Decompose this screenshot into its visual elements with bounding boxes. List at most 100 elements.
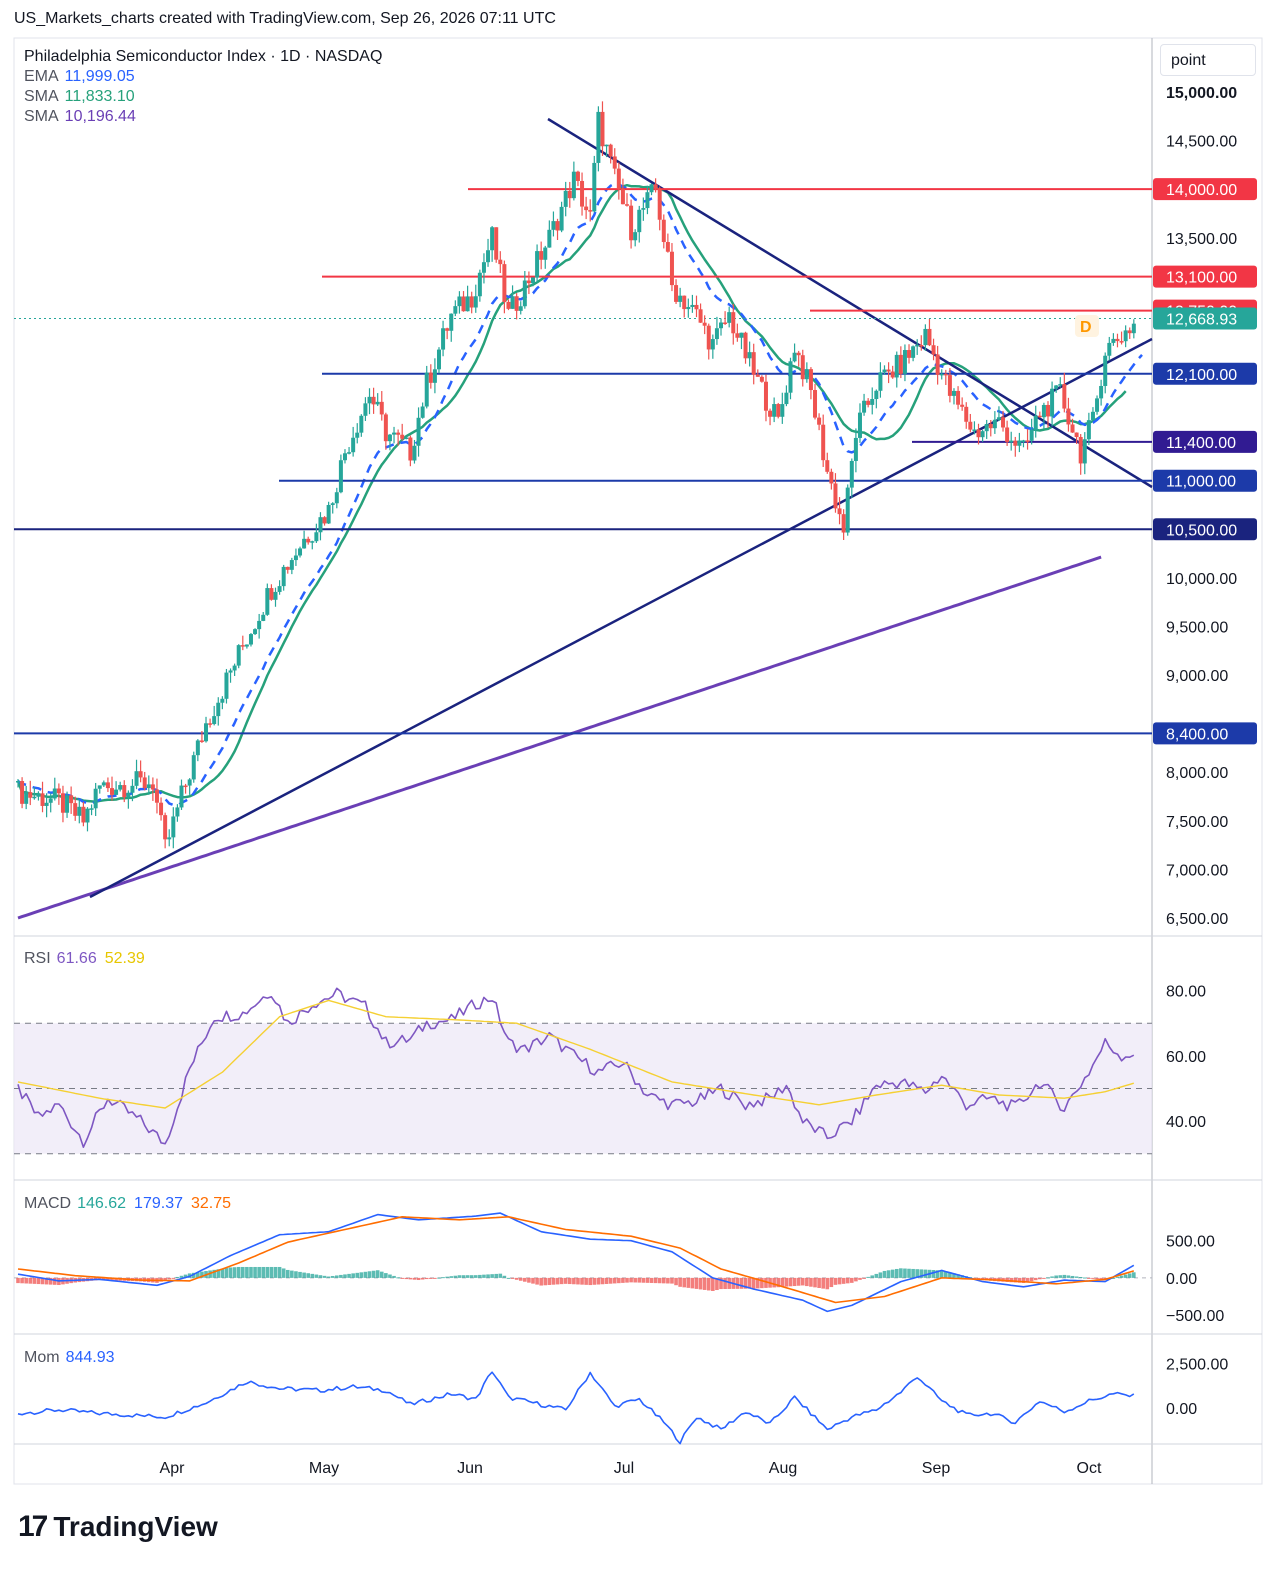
candle-body (669, 251, 674, 286)
macd-histogram-bar (576, 1277, 580, 1285)
macd-histogram-bar (535, 1277, 539, 1285)
symbol-title[interactable]: Philadelphia Semiconductor Index · 1D · … (24, 48, 383, 65)
level-label-bg (1153, 722, 1257, 745)
macd-histogram-bar (1017, 1277, 1022, 1283)
candle-body (1090, 411, 1095, 421)
candle-body (183, 785, 188, 788)
level-label: 14,000.00 (1166, 182, 1237, 199)
candle-body (506, 301, 511, 309)
macd-value: 179.37 (134, 1195, 183, 1212)
price-unit-label[interactable]: point (1160, 44, 1256, 76)
macd-histogram-bar (363, 1271, 368, 1278)
macd-histogram-bar (232, 1267, 237, 1278)
candle-body (285, 566, 290, 570)
candle-body (661, 219, 666, 243)
candle-body (988, 424, 993, 429)
candle-body (322, 517, 327, 524)
candle-body (65, 795, 70, 813)
candle-body (257, 620, 262, 630)
candle-body (943, 373, 948, 376)
candle-body (612, 156, 617, 169)
candle-body (808, 369, 813, 391)
macd-histogram-bar (371, 1270, 376, 1278)
sma50-label: SMA (24, 88, 59, 105)
candle-body (40, 793, 45, 806)
candle-body (428, 372, 433, 383)
macd-histogram-bar (907, 1268, 911, 1278)
time-axis-label: Aug (769, 1460, 797, 1477)
candle-body (1009, 440, 1014, 443)
macd-histogram-bar (567, 1277, 572, 1285)
macd-histogram-bar (1091, 1277, 1095, 1279)
macd-histogram-bar (408, 1277, 413, 1280)
macd-histogram-bar (290, 1270, 294, 1278)
candle-body (138, 771, 143, 778)
macd-histogram-bar (212, 1269, 216, 1278)
candle-body (976, 429, 981, 438)
candle-body (625, 204, 630, 206)
candle-body (972, 429, 977, 431)
last-price-bg (1153, 307, 1257, 330)
macd-histogram-bar (919, 1269, 924, 1278)
rsi-tick-label: 40.00 (1166, 1114, 1206, 1131)
candle-body (796, 352, 801, 356)
macd-tick-label: 0.00 (1166, 1271, 1197, 1288)
candle-body (461, 296, 466, 312)
macd-legend: MACD 146.62 179.37 32.75 (24, 1195, 231, 1213)
candle-body (984, 424, 989, 432)
candle-body (1033, 415, 1038, 430)
candle-body (175, 807, 180, 817)
macd-histogram-bar (874, 1273, 879, 1278)
candle-body (118, 785, 123, 790)
macd-histogram-bar (674, 1277, 678, 1286)
macd-histogram-bar (637, 1277, 642, 1283)
macd-histogram-bar (335, 1275, 339, 1278)
candle-body (747, 352, 752, 359)
macd-histogram-bar (911, 1268, 915, 1278)
candle-body (216, 702, 221, 717)
candle-body (359, 415, 364, 433)
candle-body (1103, 355, 1108, 386)
candle-body (477, 272, 482, 297)
candle-body (199, 740, 204, 742)
macd-histogram-bar (563, 1277, 568, 1284)
macd-histogram-bar (661, 1277, 666, 1284)
rsi-signal-line (17, 999, 1134, 1109)
macd-histogram-bar (935, 1270, 940, 1278)
macd-histogram-bar (755, 1277, 760, 1289)
macd-histogram-bar (191, 1272, 196, 1278)
macd-histogram-bar (952, 1273, 956, 1278)
candle-body (310, 541, 315, 543)
candle-body (596, 111, 601, 163)
macd-histogram-bar (915, 1269, 919, 1278)
candle-body (1025, 440, 1030, 442)
candle-body (845, 487, 850, 533)
candle-body (60, 793, 65, 813)
candle-body (641, 208, 646, 210)
candle-body (580, 180, 585, 207)
candle-body (657, 188, 662, 220)
candle-body (330, 503, 335, 505)
macd-histogram-bar (813, 1277, 817, 1288)
macd-histogram-bar (596, 1277, 601, 1285)
macd-histogram-bar (894, 1268, 899, 1278)
tradingview-logo[interactable]: 17 TradingView (18, 1510, 218, 1544)
candle-body (465, 296, 470, 312)
candle-body (195, 740, 200, 756)
level-label: 11,400.00 (1166, 435, 1236, 452)
candle-body (375, 401, 380, 405)
macd-histogram-bar (572, 1277, 576, 1285)
candle-body (236, 645, 241, 666)
macd-histogram-bar (510, 1277, 515, 1279)
macd-histogram-bar (48, 1277, 53, 1285)
candle-body (1045, 404, 1050, 417)
macd-histogram-bar (527, 1277, 531, 1283)
candle-body (371, 396, 376, 405)
macd-histogram-bar (330, 1275, 335, 1278)
candle-body (755, 374, 760, 377)
macd-histogram-bar (580, 1277, 584, 1285)
macd-histogram-bar (666, 1277, 670, 1284)
macd-histogram-bar (559, 1277, 564, 1285)
candle-body (81, 806, 86, 823)
